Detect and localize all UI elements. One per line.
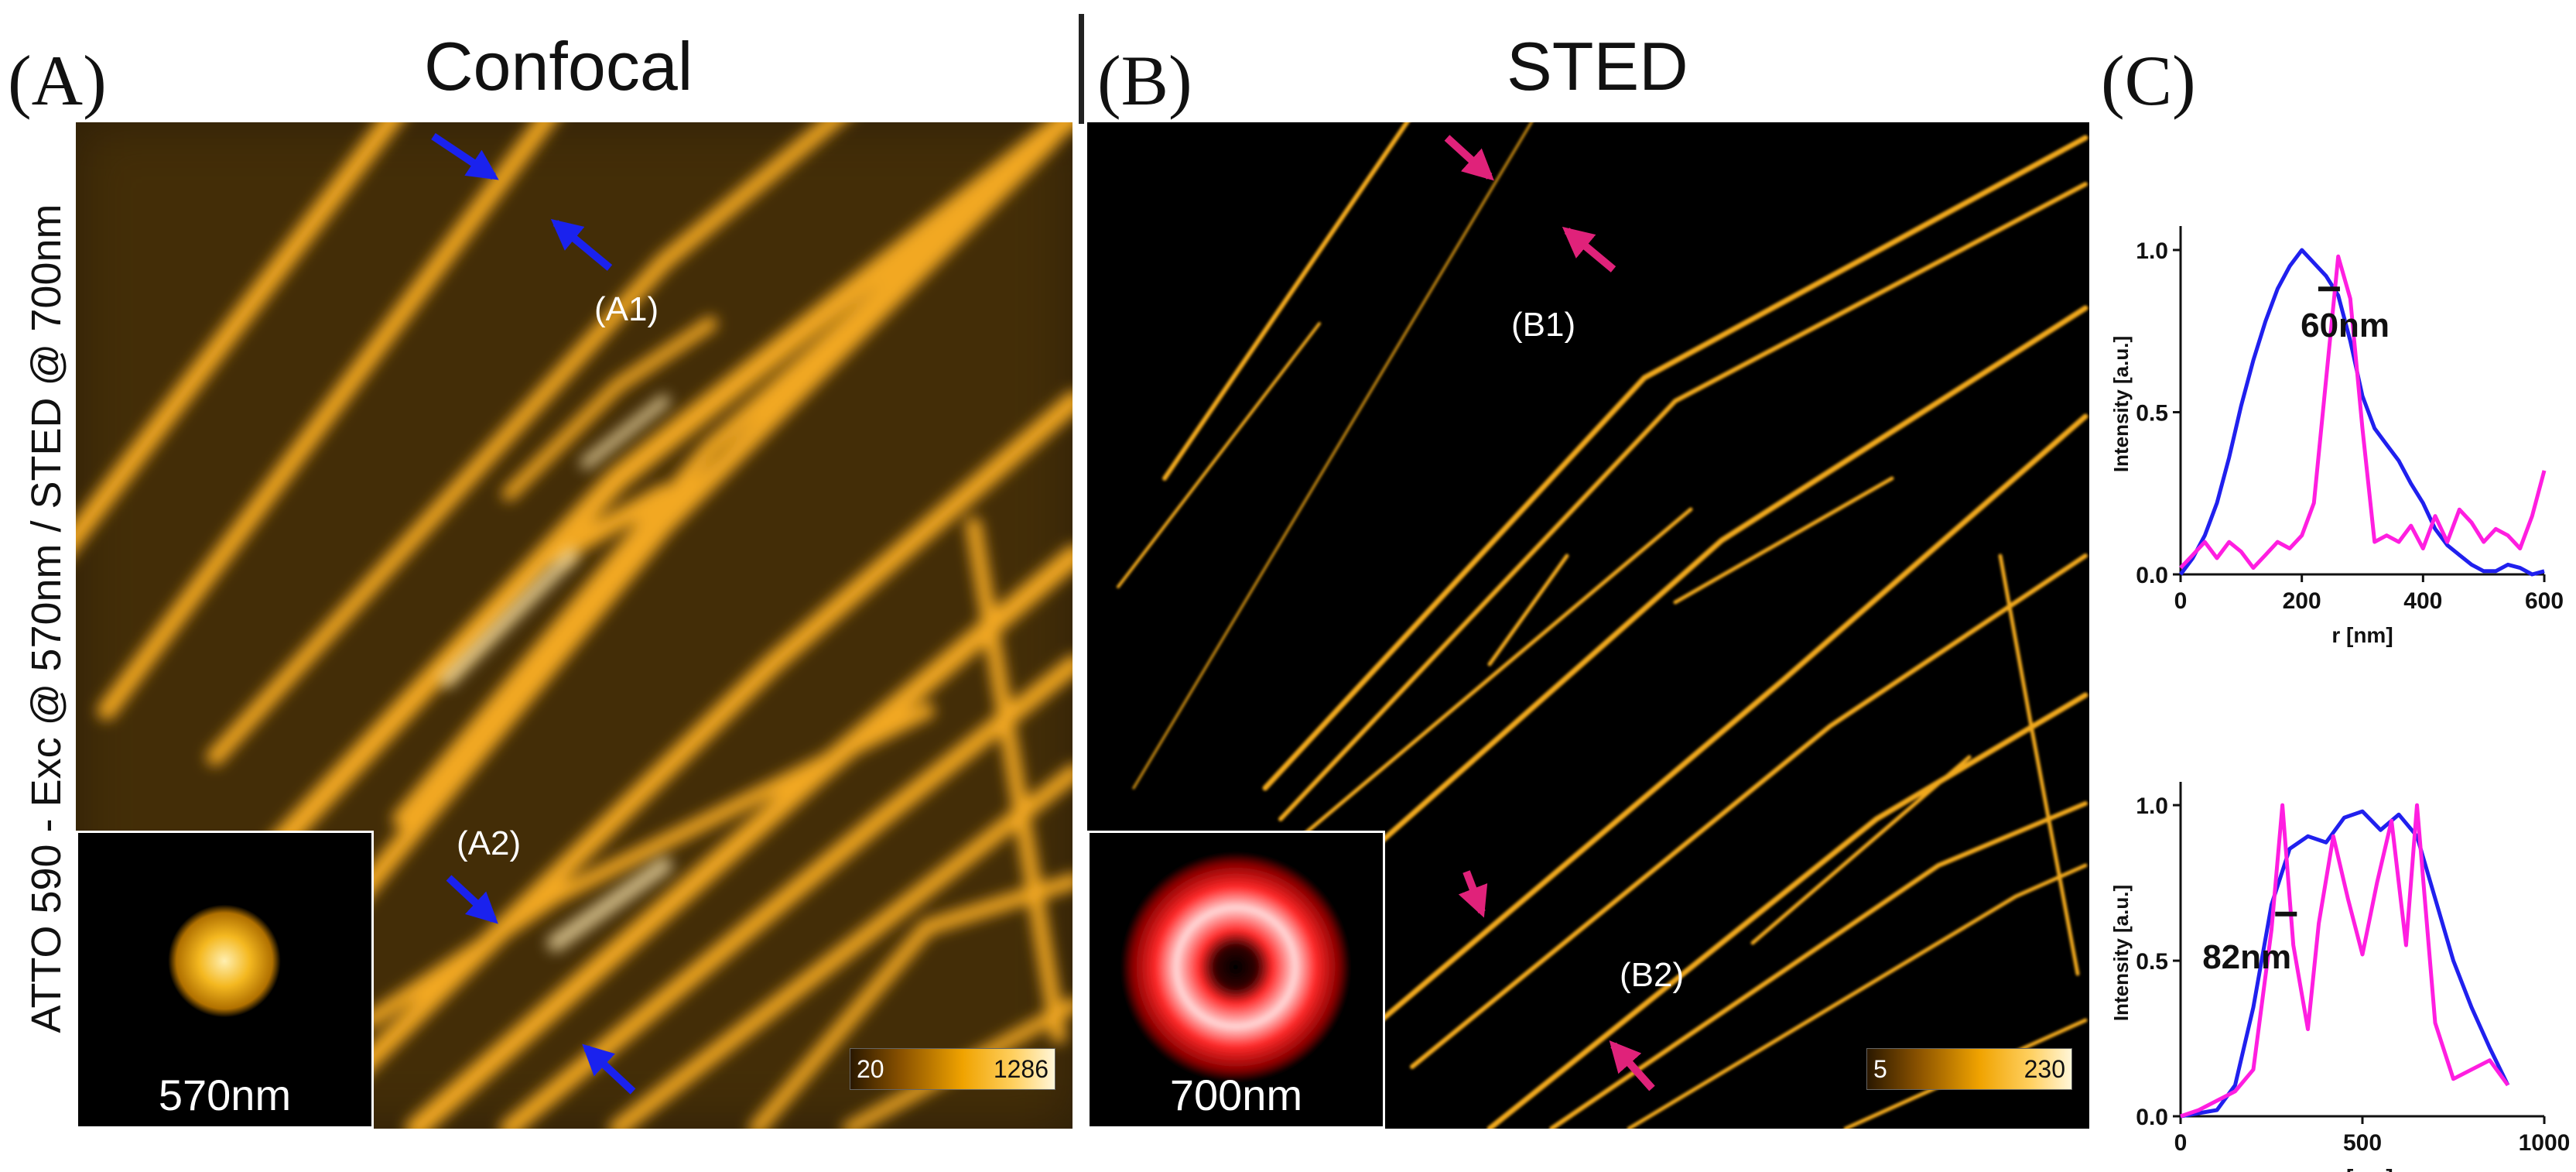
sted-donut-inset: 700nm — [1087, 831, 1385, 1129]
arrow-icon — [550, 218, 613, 271]
annotation-a1: (A1) — [594, 290, 659, 328]
x-tick-label: 1000 — [2519, 1130, 2571, 1156]
y-tick-label: 0.5 — [2136, 400, 2168, 426]
arrow-icon — [431, 132, 499, 180]
confocal-filaments — [76, 122, 1072, 1129]
arrow-icon — [1609, 1040, 1655, 1091]
confocal-psf-spot — [168, 904, 281, 1018]
sted-filaments — [1087, 122, 2089, 1129]
profile-plot-bottom: 0.0 0.5 1.0 0 500 1000 r [nm] Intensity [a.u.] 8… — [2105, 759, 2576, 1172]
annotation-a2: (A2) — [457, 824, 522, 862]
profile-chart-svg: 0.0 0.5 1.0 0 500 1000 r [nm] Intensity [a.u.] 8… — [2109, 782, 2571, 1172]
x-tick-label: 400 — [2403, 588, 2442, 614]
x-tick-label: 500 — [2343, 1130, 2382, 1156]
x-tick-label: 600 — [2525, 588, 2564, 614]
confocal-profile-line — [2180, 809, 2510, 1119]
panel-c-letter: (C) — [2101, 41, 2196, 120]
y-tick-label: 1.0 — [2136, 793, 2168, 819]
colorbar-max: 1286 — [993, 1055, 1049, 1083]
x-tick-label: 0 — [2174, 1130, 2188, 1156]
arrow-icon — [1444, 135, 1494, 181]
y-tick-label: 0.0 — [2136, 1105, 2168, 1130]
colorbar-min: 5 — [1873, 1055, 1887, 1083]
arrow-icon — [1458, 870, 1488, 918]
sted-colorbar: 5 230 — [1866, 1048, 2072, 1090]
confocal-arrows — [431, 132, 636, 1095]
annotation-b1: (B1) — [1511, 306, 1576, 344]
y-tick-label: 1.0 — [2136, 238, 2168, 264]
annotation-b2: (B2) — [1620, 956, 1685, 994]
profile-plot-top: 0.0 0.5 1.0 0 200 400 600 r [nm] Intensity [a.u.… — [2105, 203, 2569, 647]
arrow-icon — [446, 875, 498, 924]
confocal-colorbar: 20 1286 — [850, 1048, 1055, 1090]
y-tick-label: 0.0 — [2136, 563, 2168, 588]
panel-b-letter: (B) — [1097, 41, 1192, 120]
sted-arrows — [1444, 135, 1655, 1091]
x-axis-label: r [nm] — [2331, 1165, 2393, 1172]
y-axis-label: Intensity [a.u.] — [2109, 336, 2133, 472]
y-axis-label: Intensity [a.u.] — [2109, 885, 2133, 1021]
arrow-icon — [1562, 226, 1616, 272]
sted-profile-line — [2180, 803, 2510, 1119]
x-tick-label: 200 — [2283, 588, 2321, 614]
x-axis-label: r [nm] — [2331, 623, 2393, 647]
confocal-psf-inset: 570nm — [76, 831, 374, 1129]
panel-a-title: Confocal — [424, 28, 693, 105]
panel-divider — [1079, 14, 1084, 124]
sted-image: (B1) (B2) 700nm 5 230 — [1087, 122, 2089, 1129]
confocal-inset-label: 570nm — [158, 1071, 292, 1119]
colorbar-min: 20 — [857, 1055, 884, 1083]
panel-b-title: STED — [1507, 28, 1688, 105]
colorbar-max: 230 — [2024, 1055, 2065, 1083]
fwhm-label: 82nm — [2202, 938, 2291, 976]
confocal-profile-line — [2178, 248, 2545, 577]
arrow-icon — [582, 1043, 636, 1095]
sted-inset-label: 700nm — [1169, 1071, 1303, 1119]
sted-profile-line — [2179, 254, 2547, 571]
sted-donut-psf — [1121, 852, 1350, 1081]
profile-chart-svg: 0.0 0.5 1.0 0 200 400 600 r [nm] Intensity [a.u.… — [2109, 226, 2564, 647]
panel-a-letter: (A) — [8, 41, 107, 120]
x-tick-label: 0 — [2174, 588, 2188, 614]
confocal-image: (A1) (A2) 570nm 20 1286 — [76, 122, 1072, 1129]
fwhm-label: 60nm — [2301, 307, 2390, 344]
side-label: ATTO 590 - Exc @ 570nm / STED @ 700nm — [23, 204, 70, 1033]
y-tick-label: 0.5 — [2136, 949, 2168, 975]
